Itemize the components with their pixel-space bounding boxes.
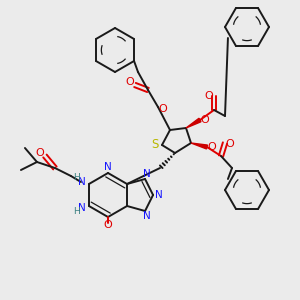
Text: O: O: [205, 91, 213, 101]
Text: O: O: [159, 104, 167, 114]
Polygon shape: [191, 143, 208, 149]
Text: O: O: [36, 148, 44, 158]
Text: N: N: [155, 190, 163, 200]
Text: H: H: [74, 173, 80, 182]
Text: O: O: [208, 142, 216, 152]
Text: N: N: [143, 211, 151, 221]
Text: H: H: [74, 208, 80, 217]
Text: O: O: [201, 115, 209, 125]
Text: N: N: [78, 203, 86, 213]
Text: O: O: [126, 77, 134, 87]
Polygon shape: [186, 118, 201, 128]
Text: O: O: [103, 220, 112, 230]
Text: N: N: [104, 162, 112, 172]
Text: N: N: [143, 169, 151, 179]
Text: N: N: [78, 177, 86, 187]
Text: O: O: [226, 139, 234, 149]
Text: S: S: [151, 139, 159, 152]
